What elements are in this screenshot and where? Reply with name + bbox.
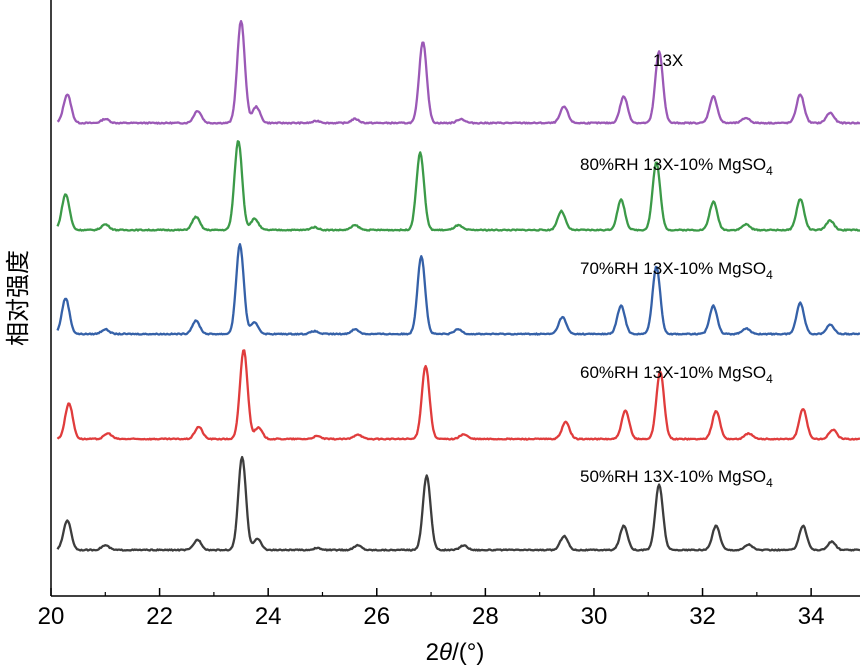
series-line-4	[56, 349, 860, 441]
series-label-5: 50%RH 13X-10% MgSO4	[580, 467, 773, 490]
series-line-2	[56, 140, 860, 232]
x-tick-label-28: 28	[472, 603, 499, 630]
series-label-3: 70%RH 13X-10% MgSO4	[580, 259, 773, 282]
x-tick-label-32: 32	[689, 603, 716, 630]
x-tick-label-20: 20	[38, 603, 65, 630]
x-axis-title: 2θ/(°)	[426, 639, 485, 666]
series-line-3	[56, 243, 860, 336]
x-tick-label-34: 34	[798, 603, 825, 630]
y-axis-title: 相对强度	[4, 250, 32, 346]
series-group	[56, 19, 860, 552]
series-line-1	[56, 19, 860, 125]
series-label-2: 80%RH 13X-10% MgSO4	[580, 155, 773, 178]
series-label-4: 60%RH 13X-10% MgSO4	[580, 363, 773, 386]
series-line-5	[56, 455, 860, 552]
x-tick-label-22: 22	[146, 603, 173, 630]
plot-frame	[50, 0, 860, 597]
x-ticks: 20 22 24 26 28 30 32 34	[38, 588, 825, 630]
series-labels: 13X 80%RH 13X-10% MgSO4 70%RH 13X-10% MgSO…	[580, 51, 773, 490]
x-tick-label-26: 26	[363, 603, 390, 630]
series-label-1: 13X	[653, 51, 683, 70]
x-tick-label-24: 24	[255, 603, 282, 630]
x-tick-label-30: 30	[581, 603, 608, 630]
